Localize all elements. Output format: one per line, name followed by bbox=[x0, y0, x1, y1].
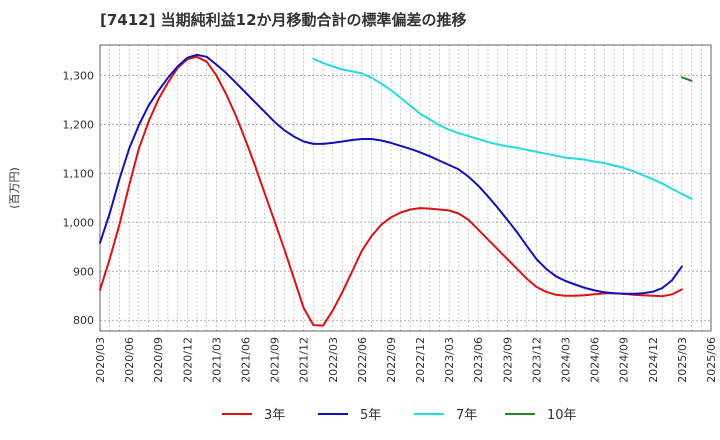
series-line-7年 bbox=[312, 57, 693, 200]
legend-item: 10年 bbox=[505, 408, 577, 423]
legend-label: 5年 bbox=[360, 408, 381, 423]
x-tick-label: 2020/09 bbox=[152, 337, 165, 383]
x-tick-label: 2025/03 bbox=[676, 337, 689, 383]
x-tick-label: 2022/12 bbox=[414, 337, 427, 383]
legend-label: 7年 bbox=[456, 408, 477, 423]
series-line-3年 bbox=[99, 55, 683, 327]
x-tick-label: 2024/06 bbox=[589, 337, 602, 383]
legend-item: 3年 bbox=[222, 408, 285, 423]
chart-title: [7412] 当期純利益12か月移動合計の標準偏差の推移 bbox=[100, 11, 467, 29]
x-tick-label: 2024/03 bbox=[560, 337, 573, 383]
x-tick-label: 2022/03 bbox=[327, 337, 340, 383]
y-tick-label: 1,100 bbox=[63, 167, 95, 180]
legend-item: 7年 bbox=[414, 408, 477, 423]
x-tick-label: 2021/06 bbox=[239, 337, 252, 383]
series-line-10年 bbox=[680, 76, 693, 82]
x-tick-label: 2025/06 bbox=[705, 337, 718, 383]
x-tick-label: 2023/06 bbox=[472, 337, 485, 383]
x-tick-label: 2023/09 bbox=[501, 337, 514, 383]
legend-label: 10年 bbox=[547, 408, 577, 423]
y-tick-label: 1,000 bbox=[63, 216, 95, 229]
plot-frame bbox=[99, 44, 712, 332]
x-tick-label: 2022/06 bbox=[356, 337, 369, 383]
series-line-5年 bbox=[99, 53, 683, 295]
x-tick-label: 2021/09 bbox=[269, 337, 282, 383]
x-tick-label: 2024/12 bbox=[647, 337, 660, 383]
legend-label: 3年 bbox=[264, 408, 285, 423]
y-tick-label: 1,200 bbox=[63, 118, 95, 131]
x-tick-label: 2023/12 bbox=[530, 337, 543, 383]
x-tick-label: 2020/12 bbox=[181, 337, 194, 383]
y-tick-label: 1,300 bbox=[63, 69, 95, 82]
x-ticks: 2020/03 2020/06 2020/09 2020/12 2021/03 2021/… bbox=[94, 337, 718, 383]
x-tick-label: 2020/03 bbox=[94, 337, 107, 383]
y-axis-label: (百万円) bbox=[8, 167, 21, 209]
x-tick-label: 2021/03 bbox=[210, 337, 223, 383]
y-tick-label: 900 bbox=[73, 265, 94, 278]
x-tick-label: 2023/03 bbox=[443, 337, 456, 383]
series-lines bbox=[99, 53, 693, 327]
legend-item: 5年 bbox=[318, 408, 381, 423]
y-ticks: 800 900 1,000 1,100 1,200 1,300 bbox=[63, 69, 95, 327]
y-tick-label: 800 bbox=[73, 314, 94, 327]
x-tick-label: 2020/06 bbox=[123, 337, 136, 383]
grid bbox=[100, 45, 711, 331]
x-tick-label: 2024/09 bbox=[618, 337, 631, 383]
x-tick-label: 2022/09 bbox=[385, 337, 398, 383]
x-tick-label: 2021/12 bbox=[298, 337, 311, 383]
legend: 3年 5年 7年 10年 bbox=[222, 408, 577, 423]
